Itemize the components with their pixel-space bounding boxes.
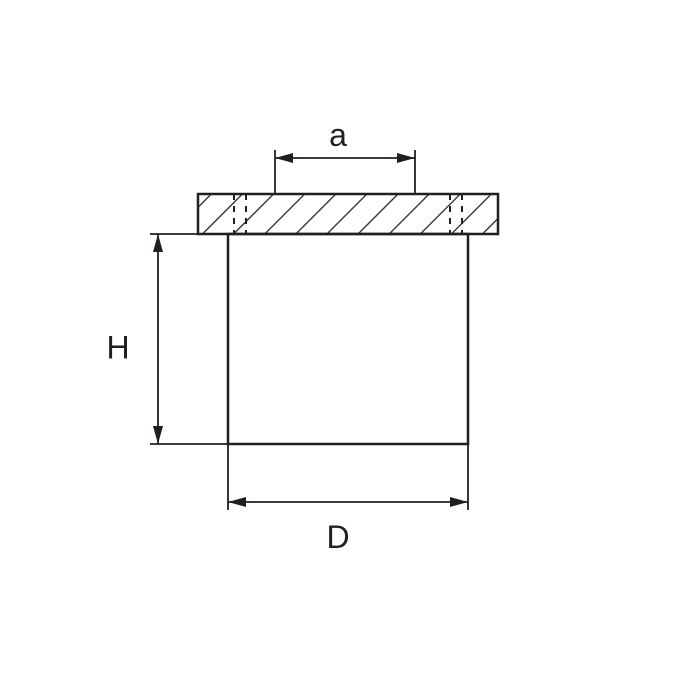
technical-drawing: a D H bbox=[0, 0, 690, 690]
dimension-h-label: H bbox=[106, 329, 129, 365]
dimension-d-label: D bbox=[326, 519, 349, 555]
dimension-a: a bbox=[275, 117, 415, 194]
dimension-arrowhead bbox=[450, 497, 468, 507]
dimension-arrowhead bbox=[275, 153, 293, 163]
dimension-a-label: a bbox=[329, 117, 347, 153]
dimension-arrowhead bbox=[153, 426, 163, 444]
body-outline bbox=[228, 234, 468, 444]
dimension-d: D bbox=[228, 444, 468, 555]
dimension-arrowhead bbox=[153, 234, 163, 252]
dimension-arrowhead bbox=[397, 153, 415, 163]
dimension-arrowhead bbox=[228, 497, 246, 507]
dimension-h: H bbox=[106, 234, 228, 444]
flange-section bbox=[198, 194, 498, 234]
